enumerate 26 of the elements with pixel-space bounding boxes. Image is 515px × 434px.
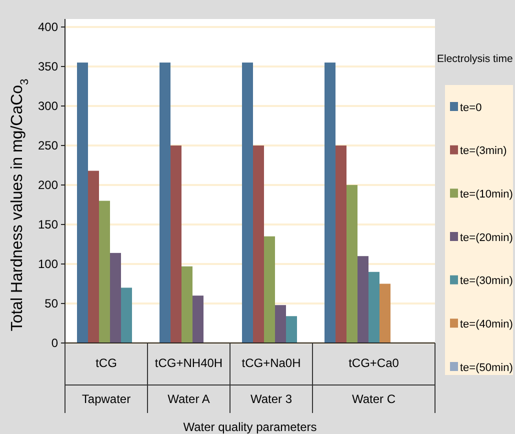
- y-tick-label: 0: [51, 336, 58, 350]
- legend-title: Electrolysis time: [437, 53, 514, 65]
- text: Water C: [352, 392, 396, 406]
- text: Tapwater: [82, 392, 131, 406]
- x-tick-label: tCG+Na0H: [242, 356, 301, 370]
- text: Water 3: [250, 392, 292, 406]
- text: Water A: [168, 392, 210, 406]
- y-tick-label: 400: [38, 20, 58, 34]
- x-tick-label: tCG+NH40H: [154, 356, 223, 370]
- x-tick-label: tCG: [96, 356, 117, 370]
- x-axis-title: Water quality parameters: [183, 420, 317, 434]
- legend-label: te=(50min): [460, 362, 513, 374]
- legend-label: te=(10min): [460, 188, 513, 201]
- y-tick-label: 150: [38, 218, 58, 232]
- y-tick-label: 350: [38, 60, 58, 74]
- legend-label: te=(40min): [460, 318, 513, 331]
- y-tick-label: 50: [44, 296, 58, 311]
- y-tick-label: 200: [38, 178, 58, 192]
- legend-label: te=(30min): [460, 275, 513, 288]
- legend-label: te=0: [460, 102, 482, 114]
- legend-label: te=(20min): [460, 232, 513, 244]
- y-tick-label: 250: [38, 138, 58, 153]
- legend-label: te=(3min): [460, 145, 507, 158]
- x-tick-label: tCG+Ca0: [348, 356, 400, 370]
- y-tick-label: 300: [38, 99, 58, 114]
- y-tick-label: 100: [38, 257, 58, 272]
